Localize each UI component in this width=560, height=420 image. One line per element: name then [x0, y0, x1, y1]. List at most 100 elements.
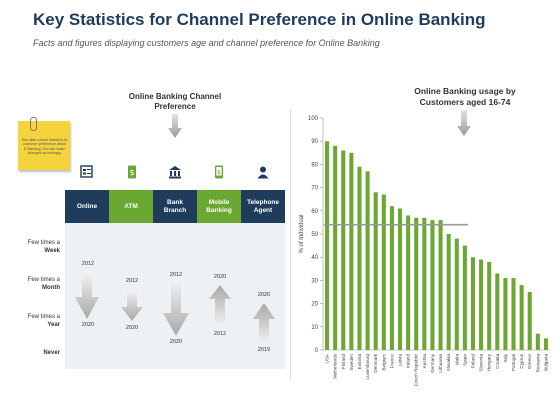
section-divider: [290, 110, 291, 380]
bar-croatia: [495, 273, 500, 350]
x-tick-label: Romania: [535, 354, 540, 373]
channel-header-online: Online: [65, 190, 109, 223]
x-tick-label: Ireland: [406, 354, 411, 368]
frequency-label-month: Few times a Month: [20, 276, 60, 292]
channel-preference-heading: Online Banking Channel Preference: [115, 92, 235, 112]
atm-year-from: 2012: [125, 278, 139, 284]
telephone-agent-year-from: 2019: [257, 347, 271, 353]
bar-italy: [503, 278, 508, 350]
bar-bulgaria: [543, 338, 548, 350]
bar-slovakia: [446, 234, 451, 350]
channel-preference-heading-line1: Online Banking Channel: [128, 92, 222, 101]
bar-spain: [462, 245, 467, 350]
svg-text:$: $: [217, 169, 221, 176]
x-tick-label: Germany: [430, 353, 435, 373]
x-tick-label: Czech Republic: [414, 353, 419, 386]
sticky-note: This slide covers statistics for custome…: [18, 121, 70, 170]
frequency-line1: Few times a: [27, 277, 60, 283]
x-tick-label: Latvia: [398, 354, 403, 367]
x-tick-label: USA: [325, 353, 330, 363]
x-tick-label: Greece: [527, 354, 532, 370]
channel-header-bank-branch: Bank Branch: [153, 190, 197, 223]
bar-portugal: [511, 278, 516, 350]
atm-year-to: 2020: [125, 325, 139, 331]
paperclip-icon: [30, 117, 37, 131]
frequency-line2: Never: [43, 350, 60, 356]
x-tick-label: Poland: [470, 354, 475, 369]
x-tick-label: Sweden: [349, 354, 354, 371]
bar-usa: [325, 141, 330, 350]
bar-belgium: [381, 194, 386, 350]
x-tick-label: Hungary: [487, 353, 492, 371]
svg-text:$: $: [129, 168, 134, 177]
frequency-line2: Year: [47, 322, 60, 328]
frequency-line1: Few times a: [27, 240, 60, 246]
telephone-agent-year-to: 2020: [257, 292, 271, 298]
page-subtitle: Facts and figures displaying customers a…: [33, 38, 380, 48]
bar-chart: 0 10 20 30 40 50 60 70 80 90 100 % of Individual USA…: [299, 116, 550, 386]
bar-czech-republic: [414, 217, 419, 350]
channel-preference-heading-line2: Preference: [154, 102, 196, 111]
x-tick-label: Estonia: [357, 354, 362, 370]
chart-title: Online Banking usage by Customers aged 1…: [414, 86, 516, 107]
bar-finland: [341, 150, 346, 350]
atm-cash-icon: $: [128, 165, 136, 179]
bar-germany: [430, 220, 435, 350]
bar-estonia: [357, 166, 362, 350]
bar-romania: [535, 333, 540, 350]
y-tick-label: 20: [311, 302, 318, 308]
bar-luxembourg: [365, 171, 370, 350]
channel-label: Telephone Agent: [246, 198, 280, 214]
x-tick-label: Austria: [422, 354, 427, 369]
bank-branch-year-to: 2020: [169, 339, 183, 345]
bar-sweden: [349, 152, 354, 350]
x-tick-label: Belgium: [381, 354, 386, 371]
x-tick-label: Slovenia: [479, 354, 484, 372]
frequency-label-week: Few times a Week: [20, 239, 60, 255]
mobile-banking-year-to: 2020: [213, 274, 227, 280]
online-year-to: 2020: [81, 322, 95, 328]
online-form-icon: [80, 165, 93, 178]
frequency-label-never: Never: [20, 349, 60, 357]
transition-arrows: [75, 273, 275, 344]
sticky-note-text: This slide covers statistics for custome…: [21, 138, 68, 156]
bar-slovenia: [479, 259, 484, 350]
frequency-line2: Week: [44, 248, 60, 254]
channel-label: ATM: [124, 202, 138, 210]
x-tick-label: Luxembourg: [365, 354, 370, 380]
mobile-banking-year-from: 2012: [213, 331, 227, 337]
agent-person-icon: [257, 166, 269, 179]
bar-greece: [527, 292, 532, 350]
x-tick-label: Bulgaria: [543, 354, 548, 371]
bar-netherlands: [333, 145, 338, 350]
channel-label: Mobile Banking: [206, 198, 232, 214]
x-tick-label: Denmark: [373, 353, 378, 372]
mobile-banking-trend-arrow: [209, 285, 231, 326]
bank-branch-year-from: 2012: [169, 272, 183, 278]
x-tick-label: Portugal: [511, 354, 516, 371]
bar-hungary: [487, 261, 492, 350]
down-arrow-icon: [168, 114, 182, 138]
bar-france: [389, 206, 394, 350]
y-tick-label: 90: [311, 139, 318, 145]
bar-poland: [470, 257, 476, 350]
bar-latvia: [397, 208, 403, 350]
y-tick-label: 60: [311, 209, 318, 215]
x-tick-label: Finland: [341, 354, 346, 370]
bar-malta: [454, 238, 459, 350]
channel-label: Bank Branch: [163, 198, 187, 214]
y-axis-label: % of Individual: [299, 214, 305, 253]
y-tick-label: 10: [311, 325, 318, 331]
bar-cyprus: [519, 285, 524, 350]
channel-header-telephone-agent: Telephone Agent: [241, 190, 285, 223]
frequency-line1: Few times a: [27, 314, 60, 320]
x-tick-label: Lithuania: [438, 354, 443, 373]
bar-denmark: [373, 192, 378, 350]
y-tick-label: 0: [315, 348, 319, 354]
frequency-line2: Month: [42, 285, 60, 291]
bank-branch-trend-arrow: [163, 280, 189, 336]
telephone-agent-trend-arrow: [253, 303, 275, 344]
x-tick-label: Italy: [503, 353, 508, 362]
mobile-phone-icon: $: [215, 165, 223, 179]
x-tick-label: Croatia: [495, 354, 500, 369]
